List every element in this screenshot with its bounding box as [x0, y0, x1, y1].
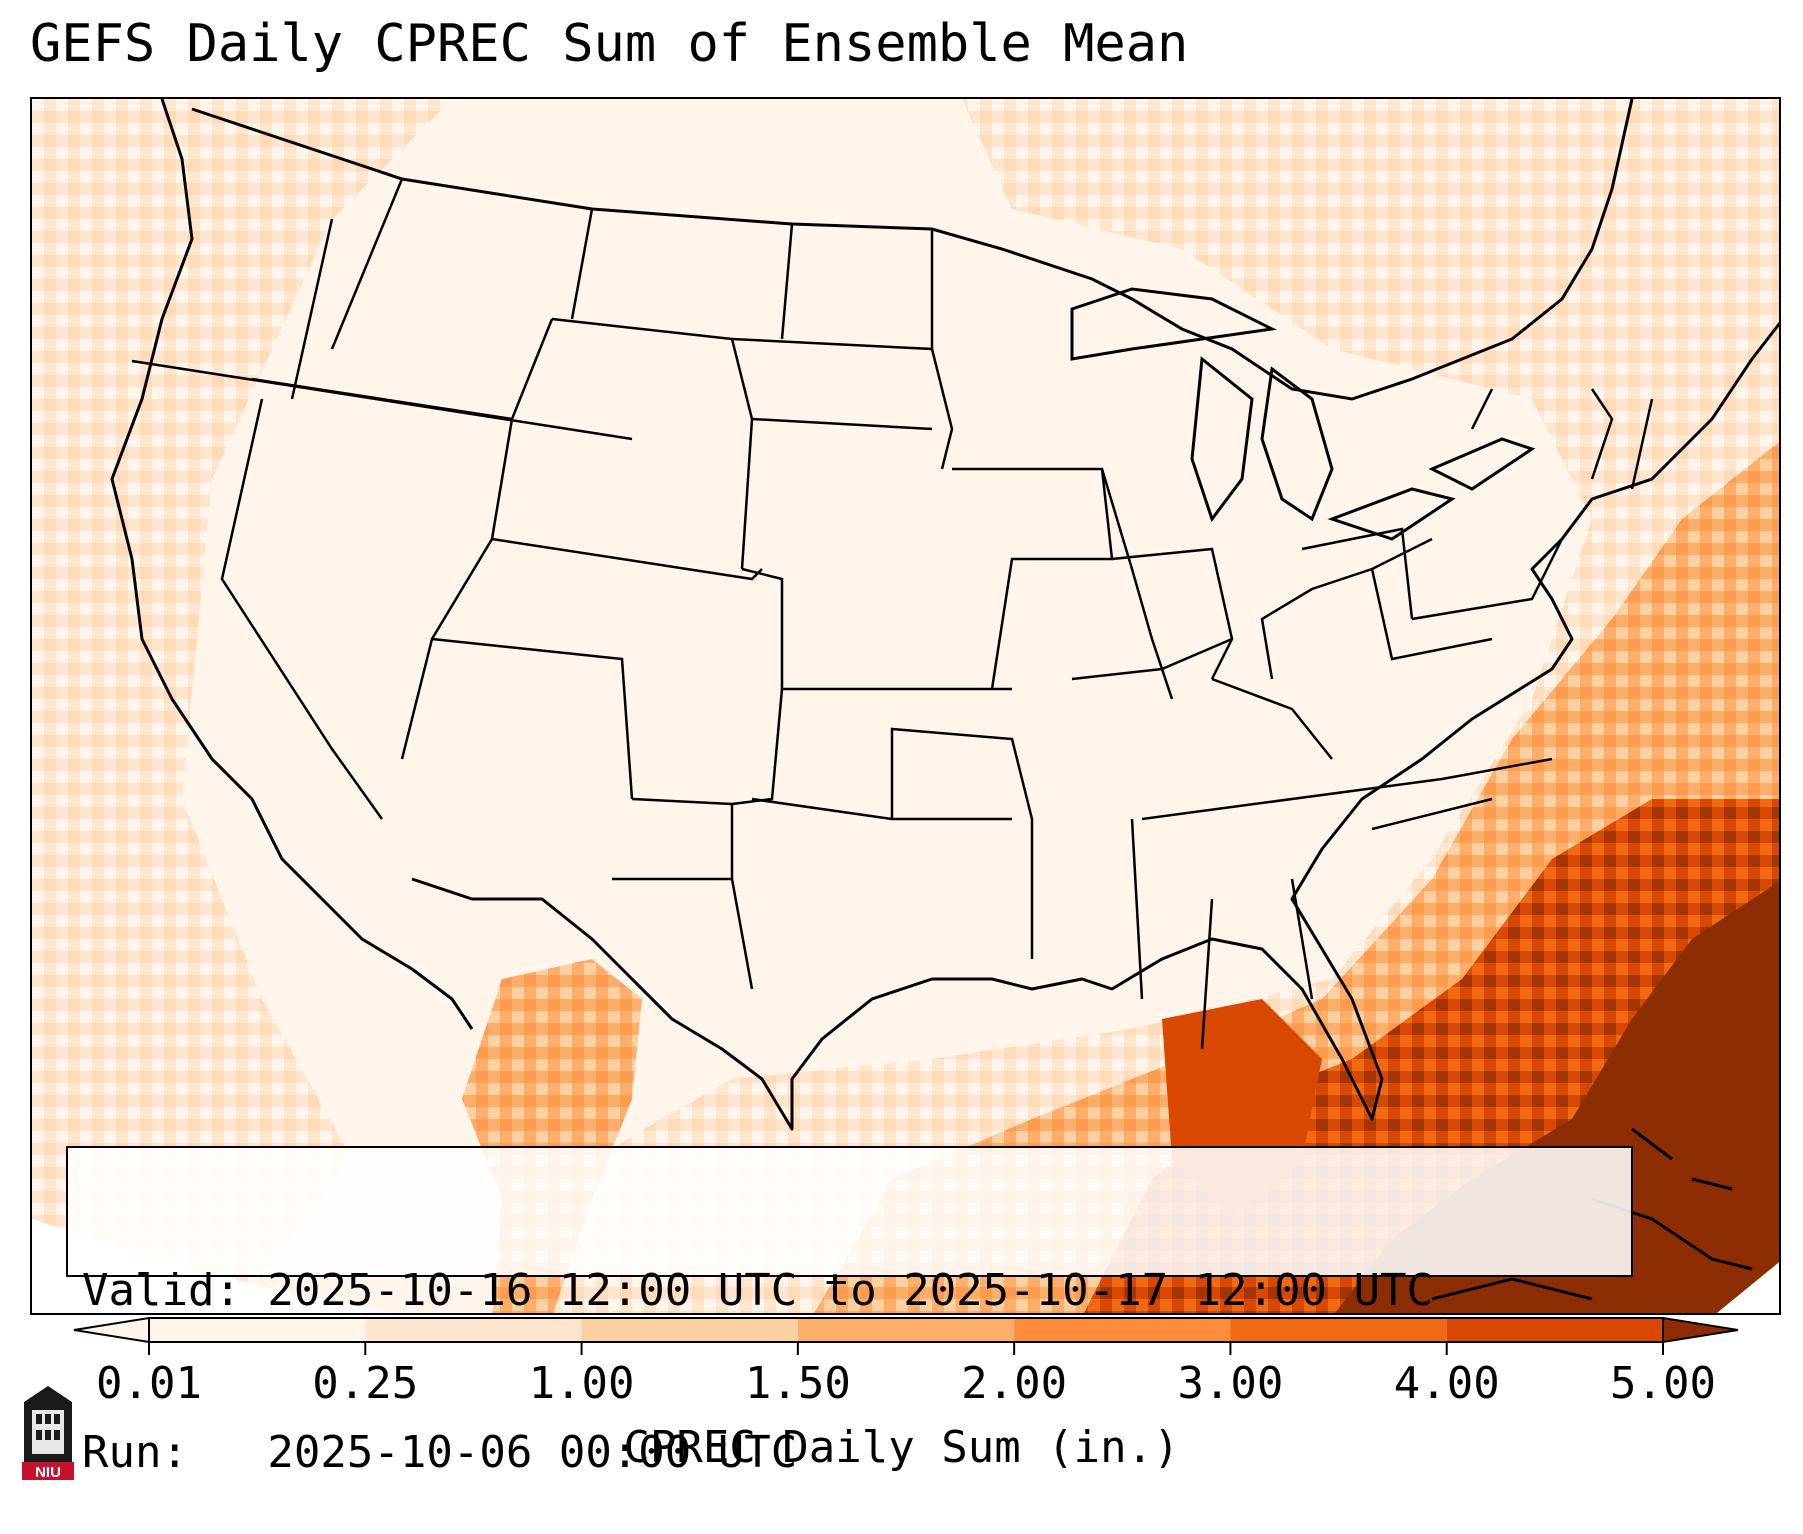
logo-text: NIU: [35, 1464, 61, 1481]
colorbar-tick-label: 0.25: [312, 1358, 419, 1409]
great-lakes: [1070, 287, 1536, 541]
colorbar-tick-label: 5.00: [1610, 1358, 1716, 1409]
colorbar-segment: [1446, 1318, 1663, 1342]
university-tower-icon: NIU: [22, 1386, 74, 1481]
run-time-text: Run: 2025-10-06 00:00 UTC: [82, 1427, 798, 1478]
colorbar-extend-high: [1662, 1316, 1739, 1344]
precip-map: [32, 99, 1779, 1313]
state-borders: [131, 178, 1654, 1050]
map-title: GEFS Daily CPREC Sum of Ensemble Mean: [30, 14, 1189, 74]
valid-run-info-box: Valid: 2025-10-16 12:00 UTC to 2025-10-1…: [66, 1146, 1633, 1478]
colorbar-segment: [581, 1318, 798, 1342]
colorbar-segment: [1014, 1318, 1231, 1342]
colorbar-segment: [1230, 1318, 1447, 1342]
map-panel: [30, 97, 1781, 1315]
colorbar-tick-label: 1.00: [528, 1358, 635, 1409]
colorbar-segment: [797, 1318, 1015, 1342]
colorbar-extend-low: [73, 1316, 150, 1344]
field-corner-white: [32, 1219, 397, 1313]
colorbar: [73, 1316, 1739, 1355]
colorbar-tick-label: 3.00: [1177, 1358, 1284, 1409]
colorbar-segment: [365, 1318, 582, 1342]
us-outline: [110, 99, 1779, 1131]
colorbar-tick-label: 0.01: [96, 1358, 202, 1409]
colorbar-tick-label: 4.00: [1393, 1358, 1500, 1409]
colorbar-outline: [148, 1317, 1664, 1343]
field-light-west: [32, 99, 452, 1313]
field-corner-white-right: [1716, 1262, 1779, 1313]
valid-time-text: Valid: 2025-10-16 12:00 UTC to 2025-10-1…: [82, 1265, 1434, 1316]
colorbar-tick-label: 2.00: [961, 1358, 1068, 1409]
colorbar-label: CPREC Daily Sum (in.): [623, 1422, 1180, 1473]
colorbar-tick-label: 1.50: [744, 1358, 851, 1409]
colorbar-segment: [149, 1318, 366, 1342]
